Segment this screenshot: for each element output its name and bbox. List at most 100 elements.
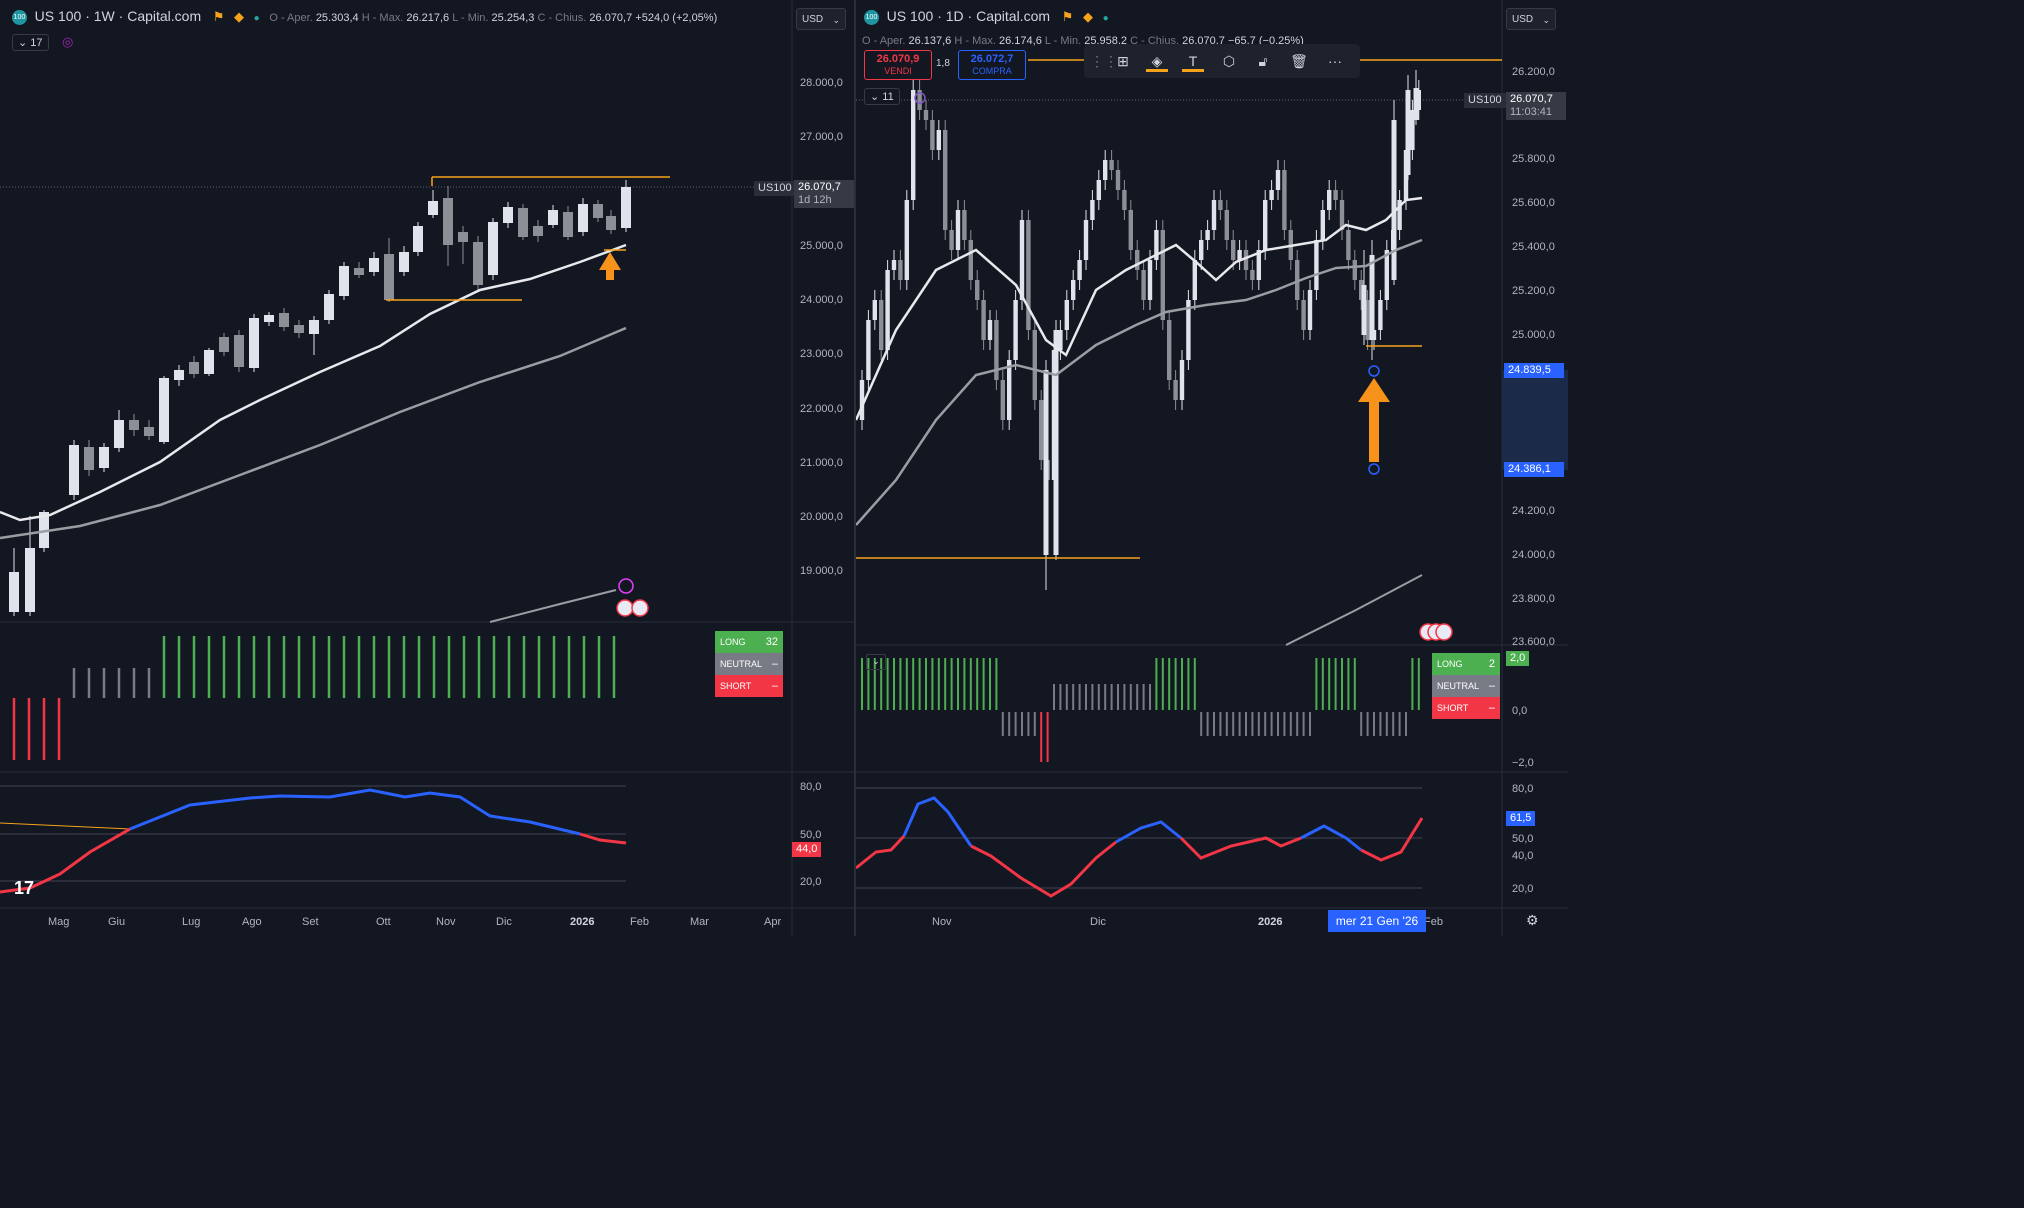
last-price-tag: 26.070,7 1d 12h <box>794 180 854 208</box>
candle-body <box>1352 260 1357 280</box>
up-arrow-icon <box>1358 378 1390 462</box>
time-axis-label: Ott <box>376 916 391 928</box>
candle-body <box>1071 280 1076 300</box>
weekly-chart-canvas[interactable]: 28.000,027.000,026.000,025.000,024.000,0… <box>0 0 854 936</box>
candle-body <box>981 300 986 340</box>
candle-body <box>1141 270 1146 300</box>
diamond-icon[interactable]: ◆ <box>234 9 245 24</box>
indicator-axis-label: −2,0 <box>1512 757 1534 769</box>
symbol-logo-icon: 100 <box>12 10 27 26</box>
text-icon[interactable]: T <box>1182 50 1204 72</box>
signal-panel: LONG 32 NEUTRAL – SHORT – <box>715 631 783 697</box>
osc-line-up <box>129 788 581 836</box>
crosshair-date-label: mer 21 Gen '26 <box>1328 910 1426 932</box>
chart-pane-daily[interactable]: 26.200,0 25.800,0 25.600,0 25.400,0 25.200,0… <box>856 0 1568 936</box>
symbol-title[interactable]: US 100 · 1W · Capital.com <box>34 8 202 24</box>
candle-body <box>1179 360 1185 400</box>
candle-body <box>159 378 169 442</box>
candle-body <box>1243 250 1249 270</box>
candle-body <box>1237 250 1242 260</box>
candle-body <box>1269 190 1274 200</box>
candle-body <box>943 130 948 230</box>
candle-body <box>994 320 999 380</box>
time-axis-label: Feb <box>630 916 649 928</box>
grid-plus-icon[interactable]: ⊞ <box>1117 53 1129 69</box>
drag-handle-icon[interactable]: ⋮⋮ <box>1090 53 1118 69</box>
candle-body <box>1250 270 1255 280</box>
candle-body <box>955 210 961 250</box>
buy-button[interactable]: 26.072,7 COMPRA <box>958 50 1026 80</box>
candle-body <box>1135 250 1140 270</box>
candle-body <box>428 201 438 215</box>
candle-body <box>1032 330 1037 400</box>
dot-icon[interactable]: ● <box>1102 13 1109 24</box>
candle-body <box>1263 200 1268 250</box>
osc-line-up <box>902 796 973 847</box>
osc-axis-label: 20,0 <box>800 876 821 888</box>
dot-icon[interactable]: ● <box>253 13 260 24</box>
candle-body <box>399 252 409 272</box>
more-icon[interactable]: ··· <box>1328 53 1342 69</box>
osc-line-down <box>1360 817 1424 862</box>
candle-body <box>1218 200 1223 210</box>
flag-icon[interactable]: ⚑ <box>1061 9 1074 24</box>
candle-body <box>1231 240 1236 260</box>
candle-body <box>1295 260 1300 300</box>
candle-body <box>872 300 877 320</box>
time-axis-label: Dic <box>496 916 512 928</box>
candle-body <box>1122 190 1127 210</box>
oscillator-value-tag: 61,5 <box>1506 811 1536 826</box>
candle-body <box>1026 220 1031 330</box>
daily-chart-canvas[interactable]: 26.200,0 25.800,0 25.600,0 25.400,0 25.200,0… <box>856 0 1568 936</box>
candle-body <box>234 335 244 367</box>
sell-button[interactable]: 26.070,9 VENDI <box>864 50 932 80</box>
paint-bucket-icon[interactable]: ◈ <box>1146 50 1168 72</box>
candle-body <box>621 187 631 228</box>
time-axis-label: Lug <box>182 916 200 928</box>
symbol-title[interactable]: US 100 · 1D · Capital.com <box>886 8 1051 24</box>
measure-top-tag: 24.839,5 <box>1504 363 1564 378</box>
candle-body <box>1346 230 1351 260</box>
candle-body <box>1327 190 1332 210</box>
indicators-toggle[interactable]: ⌄ 17 <box>12 34 49 51</box>
candle-body <box>1115 170 1121 190</box>
osc-line-down <box>856 834 906 870</box>
candle-body <box>1224 210 1229 240</box>
replay-icon[interactable]: ◎ <box>62 34 74 49</box>
settings-icon[interactable]: ⚙ <box>1526 912 1539 928</box>
candle-body <box>1339 200 1345 230</box>
trash-icon[interactable]: 🗑︎ <box>1290 53 1308 69</box>
currency-select[interactable]: USD ⌄ <box>796 8 846 30</box>
diamond-icon[interactable]: ◆ <box>1082 9 1093 24</box>
osc-line-down <box>1179 836 1302 860</box>
hexagon-icon[interactable]: ⬡ <box>1222 53 1236 69</box>
candle-body <box>458 232 468 242</box>
chart-pane-weekly[interactable]: 28.000,027.000,026.000,025.000,024.000,0… <box>0 0 854 936</box>
pane-divider[interactable] <box>854 0 856 936</box>
candle-body <box>1391 120 1397 280</box>
candle-body <box>1205 230 1210 240</box>
lock-icon[interactable]: 🔓︎ <box>1258 53 1268 69</box>
collapse-pane-button[interactable]: ⌄ <box>866 654 886 670</box>
indicators-toggle[interactable]: ⌄ 11 <box>864 88 900 105</box>
candle-body <box>1307 290 1313 330</box>
candle-body <box>987 320 993 340</box>
candle-body <box>1282 170 1287 230</box>
candle-body <box>1301 300 1306 330</box>
candle-body <box>866 320 871 380</box>
candle-body <box>443 198 453 245</box>
candle-body <box>968 240 973 280</box>
currency-select[interactable]: USD ⌄ <box>1506 8 1556 30</box>
candle-body <box>1128 210 1133 250</box>
candle-body <box>39 512 49 548</box>
time-axis-label: Dic <box>1090 916 1106 928</box>
candle-body <box>1090 200 1095 220</box>
candle-body <box>1256 250 1261 280</box>
price-axis-label: 24.000,0 <box>1512 549 1555 561</box>
anchor-handle <box>914 92 926 104</box>
flag-icon[interactable]: ⚑ <box>212 9 225 24</box>
candle-body <box>593 204 603 218</box>
candle-body <box>1359 280 1364 300</box>
last-price-tag: 26.070,7 11:03:41 <box>1506 92 1566 120</box>
candle-body <box>891 260 897 270</box>
